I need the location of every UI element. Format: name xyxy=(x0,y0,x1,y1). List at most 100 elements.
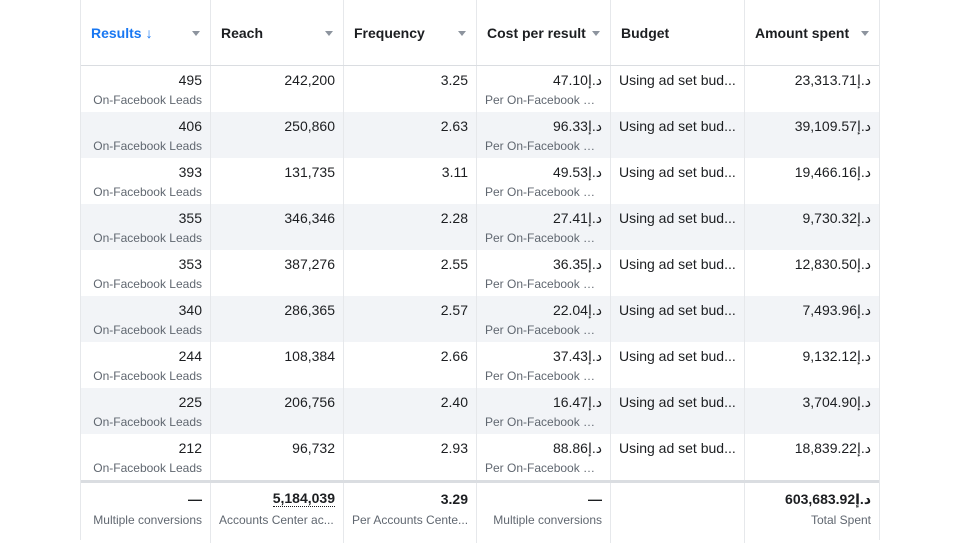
cost-per-result-value: 37.43د.إ xyxy=(552,348,602,364)
frequency-cell: 3.11 xyxy=(344,158,477,204)
frequency-cell: 2.66 xyxy=(344,342,477,388)
results-value: 244 xyxy=(178,348,202,364)
column-header-results[interactable]: Results ↓ xyxy=(81,0,211,65)
budget-value: Using ad set bud... xyxy=(619,210,736,226)
results-value: 225 xyxy=(178,394,202,410)
reach-value: 131,735 xyxy=(284,164,335,180)
amount-spent-cell: 23,313.71د.إ xyxy=(745,66,879,112)
reach-value: 346,346 xyxy=(284,210,335,226)
cost-per-result-cell: 49.53د.إ Per On-Facebook Le... xyxy=(477,158,611,204)
results-type-label: On-Facebook Leads xyxy=(93,231,202,245)
total-cost-label: Multiple conversions xyxy=(493,513,602,527)
reach-value: 96,732 xyxy=(292,440,335,456)
frequency-value: 2.40 xyxy=(440,394,468,410)
column-header-budget[interactable]: Budget xyxy=(611,0,745,65)
reach-value: 387,276 xyxy=(284,256,335,272)
budget-value: Using ad set bud... xyxy=(619,256,736,272)
reach-cell: 96,732 xyxy=(211,434,344,480)
ads-results-table: Results ↓ Reach Frequency Cost per resul… xyxy=(80,0,880,543)
frequency-cell: 2.57 xyxy=(344,296,477,342)
amount-spent-value: 12,830.50د.إ xyxy=(794,256,871,272)
results-value: 406 xyxy=(178,118,202,134)
reach-cell: 250,860 xyxy=(211,112,344,158)
results-value: 353 xyxy=(178,256,202,272)
chevron-down-icon[interactable] xyxy=(458,31,466,36)
amount-spent-value: 9,132.12د.إ xyxy=(802,348,871,364)
budget-cell: Using ad set bud... xyxy=(611,296,745,342)
frequency-value: 2.66 xyxy=(440,348,468,364)
amount-spent-cell: 7,493.96د.إ xyxy=(745,296,879,342)
total-frequency-label: Per Accounts Cente... xyxy=(352,513,469,527)
chevron-down-icon[interactable] xyxy=(325,31,333,36)
frequency-cell: 3.25 xyxy=(344,66,477,112)
table-row[interactable]: 212 On-Facebook Leads 96,732 2.93 88.86د.إ Pe… xyxy=(81,434,879,480)
budget-cell: Using ad set bud... xyxy=(611,434,745,480)
total-results-value: — xyxy=(188,491,202,507)
frequency-cell: 2.55 xyxy=(344,250,477,296)
table-row[interactable]: 355 On-Facebook Leads 346,346 2.28 27.41د.إ P… xyxy=(81,204,879,250)
total-reach-value[interactable]: 5,184,039 xyxy=(272,490,335,507)
cost-per-result-cell: 36.35د.إ Per On-Facebook Le... xyxy=(477,250,611,296)
results-value: 495 xyxy=(178,72,202,88)
table-row[interactable]: 244 On-Facebook Leads 108,384 2.66 37.43د.إ P… xyxy=(81,342,879,388)
results-type-label: On-Facebook Leads xyxy=(93,461,202,475)
chevron-down-icon[interactable] xyxy=(592,31,600,36)
results-type-label: On-Facebook Leads xyxy=(93,323,202,337)
results-cell: 225 On-Facebook Leads xyxy=(81,388,211,434)
amount-spent-value: 39,109.57د.إ xyxy=(794,118,871,134)
results-cell: 495 On-Facebook Leads xyxy=(81,66,211,112)
results-cell: 406 On-Facebook Leads xyxy=(81,112,211,158)
reach-cell: 286,365 xyxy=(211,296,344,342)
column-header-amount-spent[interactable]: Amount spent xyxy=(745,0,879,65)
budget-cell: Using ad set bud... xyxy=(611,112,745,158)
results-value: 340 xyxy=(178,302,202,318)
cost-per-result-cell: 27.41د.إ Per On-Facebook Le... xyxy=(477,204,611,250)
table-body: 495 On-Facebook Leads 242,200 3.25 47.10د.إ P… xyxy=(81,66,879,480)
frequency-value: 3.25 xyxy=(440,72,468,88)
reach-cell: 242,200 xyxy=(211,66,344,112)
amount-spent-value: 18,839.22د.إ xyxy=(794,440,871,456)
cost-per-result-label: Per On-Facebook Le... xyxy=(485,139,601,153)
reach-cell: 206,756 xyxy=(211,388,344,434)
reach-value: 286,365 xyxy=(284,302,335,318)
cost-per-result-label: Per On-Facebook Le... xyxy=(485,461,601,475)
cost-per-result-value: 36.35د.إ xyxy=(552,256,602,272)
total-frequency-value: 3.29 xyxy=(440,491,468,507)
table-header: Results ↓ Reach Frequency Cost per resul… xyxy=(81,0,879,66)
table-row[interactable]: 406 On-Facebook Leads 250,860 2.63 96.33د.إ P… xyxy=(81,112,879,158)
budget-cell: Using ad set bud... xyxy=(611,158,745,204)
results-cell: 340 On-Facebook Leads xyxy=(81,296,211,342)
frequency-value: 2.55 xyxy=(440,256,468,272)
reach-cell: 346,346 xyxy=(211,204,344,250)
results-type-label: On-Facebook Leads xyxy=(93,185,202,199)
results-cell: 244 On-Facebook Leads xyxy=(81,342,211,388)
total-reach-label: Accounts Center ac... xyxy=(219,513,334,527)
chevron-down-icon[interactable] xyxy=(192,31,200,36)
cost-per-result-cell: 22.04د.إ Per On-Facebook Le... xyxy=(477,296,611,342)
table-row[interactable]: 495 On-Facebook Leads 242,200 3.25 47.10د.إ P… xyxy=(81,66,879,112)
total-results-cell: — Multiple conversions xyxy=(81,483,211,543)
amount-spent-cell: 9,730.32د.إ xyxy=(745,204,879,250)
results-type-label: On-Facebook Leads xyxy=(93,93,202,107)
column-header-cost-per-result[interactable]: Cost per result xyxy=(477,0,611,65)
budget-value: Using ad set bud... xyxy=(619,440,736,456)
cost-per-result-value: 22.04د.إ xyxy=(552,302,602,318)
table-row[interactable]: 393 On-Facebook Leads 131,735 3.11 49.53د.إ P… xyxy=(81,158,879,204)
budget-value: Using ad set bud... xyxy=(619,302,736,318)
budget-value: Using ad set bud... xyxy=(619,72,736,88)
cost-per-result-label: Per On-Facebook Le... xyxy=(485,185,601,199)
total-cost-cell: — Multiple conversions xyxy=(477,483,611,543)
column-header-reach[interactable]: Reach xyxy=(211,0,344,65)
reach-cell: 131,735 xyxy=(211,158,344,204)
amount-spent-cell: 3,704.90د.إ xyxy=(745,388,879,434)
cost-per-result-label: Per On-Facebook Le... xyxy=(485,415,601,429)
table-row[interactable]: 353 On-Facebook Leads 387,276 2.55 36.35د.إ P… xyxy=(81,250,879,296)
cost-per-result-value: 16.47د.إ xyxy=(552,394,602,410)
column-header-frequency[interactable]: Frequency xyxy=(344,0,477,65)
amount-spent-value: 3,704.90د.إ xyxy=(802,394,871,410)
cost-per-result-label: Per On-Facebook Le... xyxy=(485,323,601,337)
frequency-cell: 2.28 xyxy=(344,204,477,250)
chevron-down-icon[interactable] xyxy=(861,31,869,36)
table-row[interactable]: 225 On-Facebook Leads 206,756 2.40 16.47د.إ P… xyxy=(81,388,879,434)
table-row[interactable]: 340 On-Facebook Leads 286,365 2.57 22.04د.إ P… xyxy=(81,296,879,342)
